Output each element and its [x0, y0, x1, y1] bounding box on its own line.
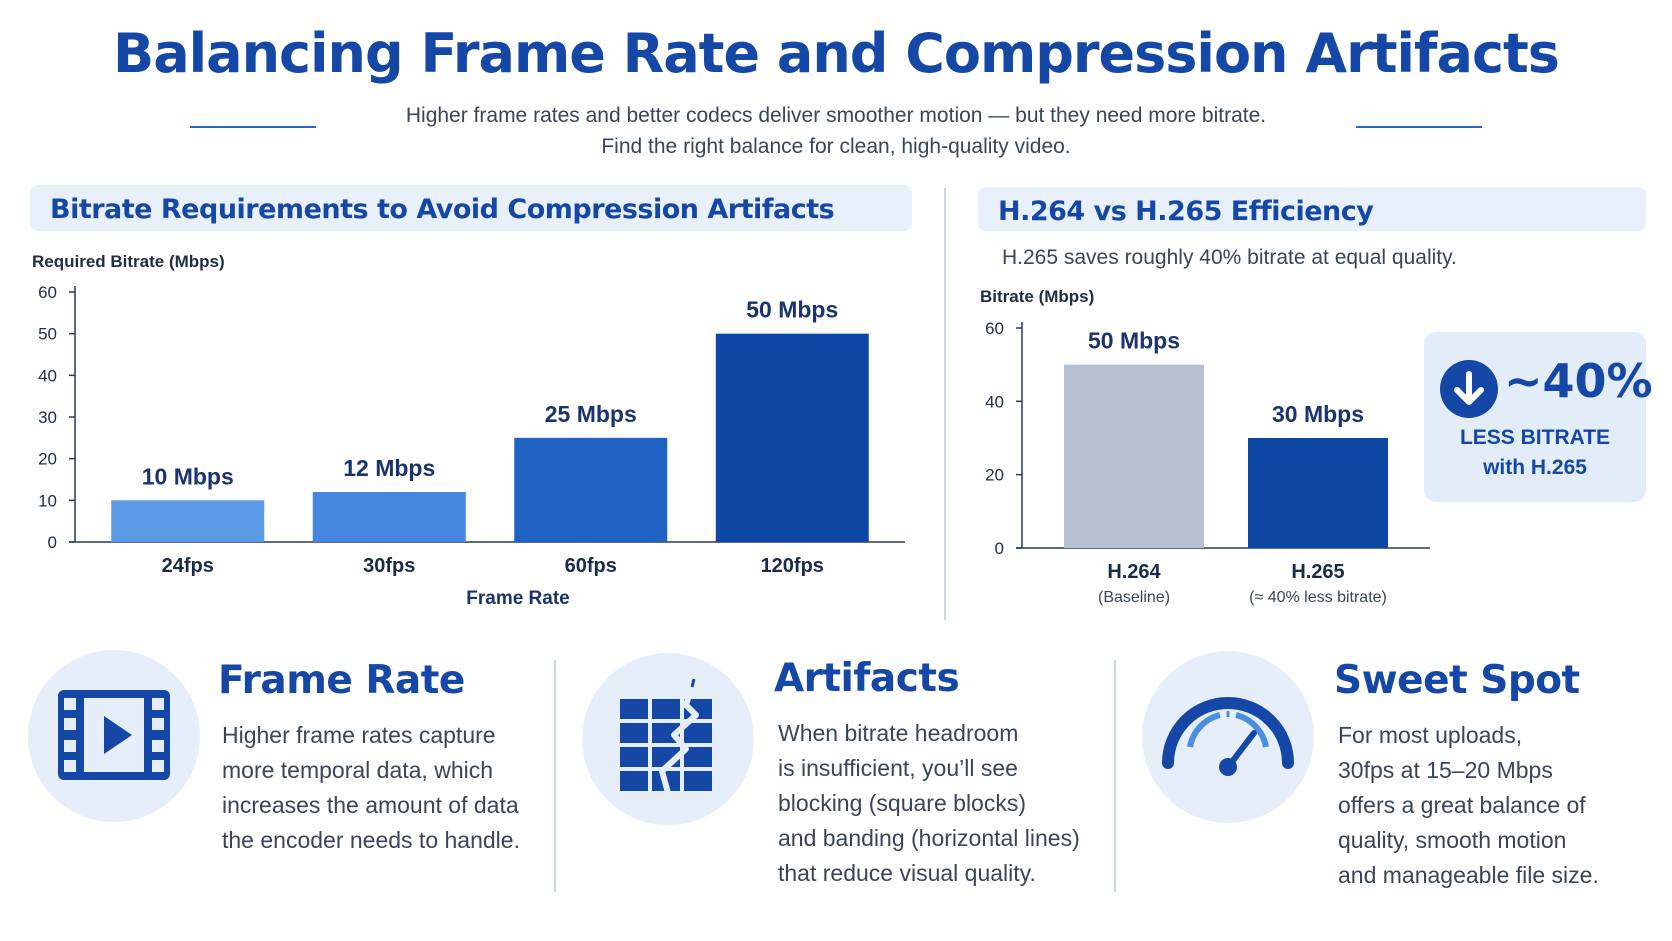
frame-rate-text-line: more temporal data, which	[222, 757, 494, 783]
artifacts-title: Artifacts	[774, 656, 960, 701]
y-tick-label: 60	[38, 283, 57, 302]
codec-panel-note: H.265 saves roughly 40% bitrate at equal…	[1002, 246, 1457, 269]
artifacts-icon-circle	[582, 653, 754, 825]
bitrate-panel-heading-text: Bitrate Requirements to Avoid Compressio…	[50, 194, 835, 225]
sweet-spot-text-line: For most uploads,	[1338, 722, 1523, 748]
page-title: Balancing Frame Rate and Compression Art…	[113, 22, 1560, 85]
x-tick-label: 24fps	[162, 555, 214, 577]
y-tick-label: 40	[985, 392, 1004, 411]
broken-blocks-icon	[620, 678, 712, 794]
gauge-icon	[1162, 697, 1294, 776]
bar-value-label: 50 Mbps	[1088, 328, 1180, 354]
y-tick-label: 10	[38, 491, 57, 510]
frame-rate-text-line: the encoder needs to handle.	[222, 827, 520, 853]
sweet-spot-text-line: offers a great balance of	[1338, 792, 1586, 818]
title-rule-left	[190, 126, 316, 128]
sweet-spot-icon-circle	[1142, 651, 1314, 823]
feature-divider-1	[554, 660, 556, 892]
sweet-spot-text-line: quality, smooth motion	[1338, 827, 1567, 853]
x-tick-sublabel: (≈ 40% less bitrate)	[1249, 589, 1387, 606]
x-tick-sublabel: (Baseline)	[1098, 589, 1170, 606]
codec-panel-heading: H.264 vs H.265 Efficiency	[978, 187, 1646, 231]
bar	[715, 333, 869, 542]
bar	[312, 492, 466, 542]
y-tick-label: 0	[995, 539, 1004, 558]
bar	[1248, 438, 1388, 548]
panel-divider	[944, 188, 946, 620]
bar-value-label: 12 Mbps	[343, 455, 435, 481]
y-tick-label: 40	[38, 366, 57, 385]
savings-value: ~40%	[1504, 354, 1653, 408]
sweet-spot-text-line: 30fps at 15–20 Mbps	[1338, 757, 1553, 783]
frame-rate-text-line: increases the amount of data	[222, 792, 519, 818]
chart1-ylabel: Required Bitrate (Mbps)	[32, 252, 225, 271]
bar-value-label: 30 Mbps	[1272, 401, 1364, 427]
savings-label-line1: LESS BITRATE	[1459, 426, 1611, 449]
film-play-icon	[58, 690, 170, 780]
frame-rate-title: Frame Rate	[218, 658, 465, 703]
sweet-spot-text-line: and manageable file size.	[1338, 862, 1599, 888]
savings-badge: ~40% LESS BITRATE with H.265	[1424, 332, 1653, 502]
x-tick-label: H.264	[1107, 561, 1161, 583]
x-tick-label: 30fps	[363, 555, 415, 577]
x-tick-label: 60fps	[565, 555, 617, 577]
y-tick-label: 20	[985, 466, 1004, 485]
bar	[111, 500, 265, 542]
bar-value-label: 25 Mbps	[545, 401, 637, 427]
y-tick-label: 50	[38, 325, 57, 344]
codec-panel-heading-text: H.264 vs H.265 Efficiency	[998, 196, 1374, 227]
bar-value-label: 10 Mbps	[142, 463, 234, 489]
feature-divider-2	[1114, 660, 1116, 892]
y-tick-label: 30	[38, 408, 57, 427]
page-subtitle-line2: Find the right balance for clean, high-q…	[601, 135, 1071, 158]
artifacts-text-line: and banding (horizontal lines)	[778, 825, 1080, 851]
frame-rate-text-line: Higher frame rates capture	[222, 722, 496, 748]
artifacts-text-line: that reduce visual quality.	[778, 860, 1036, 886]
x-axis-title: Frame Rate	[466, 588, 570, 609]
artifacts-text-line: When bitrate headroom	[778, 720, 1019, 746]
x-tick-label: 120fps	[761, 555, 824, 577]
page-subtitle-line1: Higher frame rates and better codecs del…	[405, 104, 1267, 127]
bar	[1064, 364, 1204, 548]
chart2-ylabel: Bitrate (Mbps)	[980, 287, 1095, 306]
bar	[514, 437, 668, 542]
y-tick-label: 60	[985, 319, 1004, 338]
frame-rate-icon-circle	[28, 650, 200, 822]
title-rule-right	[1356, 126, 1482, 128]
y-tick-label: 0	[48, 533, 57, 552]
bitrate-bar-chart: 0 10 20 30 40 50 60 10 Mbps 24fps 12 Mbps 30fps 25 …	[38, 283, 905, 609]
bitrate-panel-heading: Bitrate Requirements to Avoid Compressio…	[30, 185, 912, 231]
artifacts-text-line: is insufficient, you’ll see	[778, 755, 1018, 781]
x-tick-label: H.265	[1291, 561, 1344, 583]
codec-bar-chart: 0 20 40 60 50 Mbps H.264 (Baseline) 30 Mbps H.26…	[985, 319, 1430, 606]
arrow-down-icon	[1440, 360, 1498, 418]
bar-value-label: 50 Mbps	[746, 297, 838, 323]
savings-label-line2: with H.265	[1483, 456, 1587, 479]
artifacts-text-line: blocking (square blocks)	[778, 790, 1027, 816]
y-tick-label: 20	[38, 450, 57, 469]
sweet-spot-title: Sweet Spot	[1334, 658, 1580, 703]
